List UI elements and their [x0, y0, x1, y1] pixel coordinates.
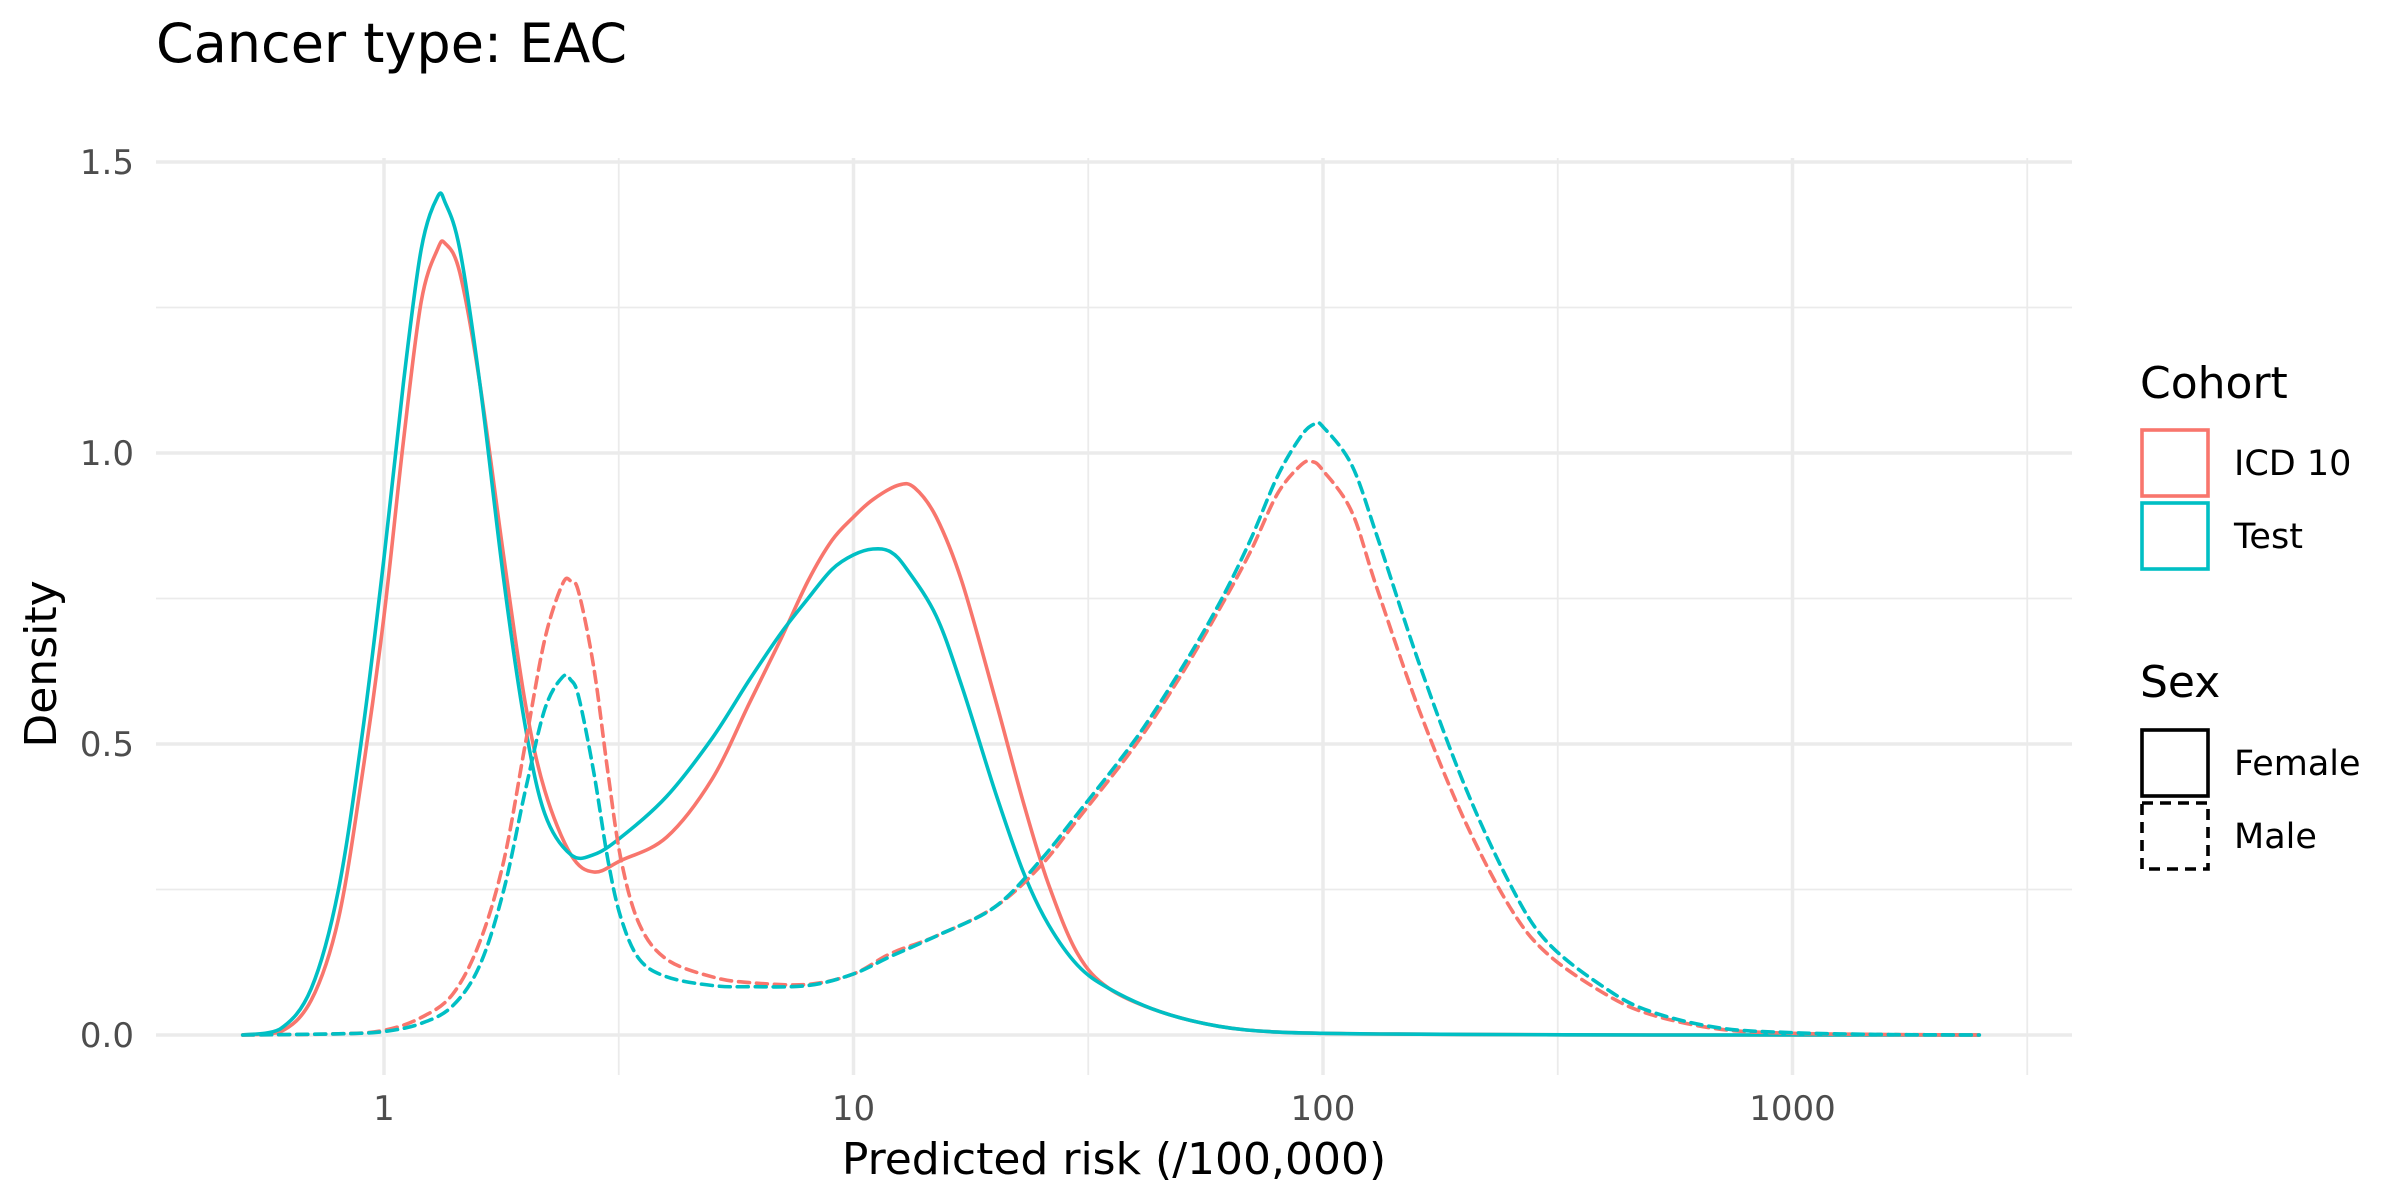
legend-key-test: [2140, 501, 2210, 571]
legend-title-cohort: Cohort: [2140, 358, 2288, 409]
legend-label-test: Test: [2233, 517, 2303, 557]
grid-lines: [156, 158, 2072, 1075]
y-tick-label: 0.0: [80, 1016, 134, 1056]
x-tick-label: 10: [832, 1089, 875, 1129]
legend: Cohort ICD 10 Test Sex Female Male: [2140, 358, 2361, 871]
x-tick-label: 100: [1291, 1089, 1356, 1129]
x-axis-ticks: 1 10 100 1000: [373, 1089, 1836, 1129]
x-tick-label: 1000: [1749, 1089, 1836, 1129]
density-curves: [240, 191, 1982, 1037]
chart-title: Cancer type: EAC: [156, 12, 627, 75]
y-tick-label: 0.5: [80, 725, 134, 765]
y-tick-label: 1.0: [80, 434, 134, 474]
legend-title-sex: Sex: [2140, 657, 2220, 708]
y-axis-title: Density: [16, 580, 67, 747]
x-tick-label: 1: [373, 1089, 395, 1129]
density-curve-test-male: [240, 420, 1982, 1037]
density-curve-test-female: [240, 191, 1982, 1037]
legend-label-female: Female: [2234, 744, 2361, 784]
legend-key-female: [2140, 728, 2210, 798]
x-axis-title: Predicted risk (/100,000): [842, 1134, 1386, 1185]
y-axis-ticks: 0.0 0.5 1.0 1.5: [80, 143, 134, 1056]
legend-label-icd-10: ICD 10: [2234, 444, 2351, 484]
legend-key-icd-10: [2140, 428, 2210, 498]
legend-key-male: [2140, 801, 2210, 871]
legend-label-male: Male: [2234, 817, 2317, 857]
y-tick-label: 1.5: [80, 143, 134, 183]
density-curve-icd10-female: [240, 239, 1982, 1037]
